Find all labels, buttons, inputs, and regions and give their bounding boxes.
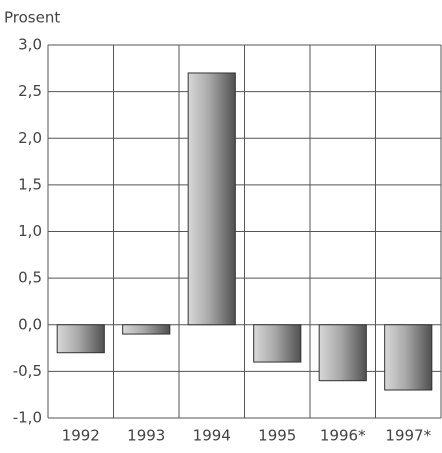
y-tick-label: -1,0	[13, 409, 42, 427]
y-tick-label: 0,5	[18, 269, 42, 287]
y-tick-label: 0,0	[18, 315, 42, 333]
x-tick-label: 1995	[258, 427, 296, 445]
x-tick-label: 1994	[193, 427, 231, 445]
bar	[384, 324, 433, 391]
y-tick-label: 2,5	[18, 82, 42, 100]
x-tick-label: 1992	[62, 427, 100, 445]
bar	[187, 72, 236, 326]
bar	[56, 324, 105, 354]
y-tick-label: -0,5	[13, 362, 42, 380]
y-tick-label: 1,5	[18, 175, 42, 193]
x-tick-label: 1996*	[320, 427, 366, 445]
bar	[253, 324, 302, 363]
y-tick-label: 2,0	[18, 129, 42, 147]
y-tick-label: 3,0	[18, 36, 42, 54]
y-tick-label: 1,0	[18, 222, 42, 240]
bar	[122, 324, 171, 335]
x-tick-label: 1997*	[385, 427, 431, 445]
x-tick-label: 1993	[127, 427, 165, 445]
y-axis-label: Prosent	[4, 9, 60, 27]
bar	[318, 324, 367, 382]
